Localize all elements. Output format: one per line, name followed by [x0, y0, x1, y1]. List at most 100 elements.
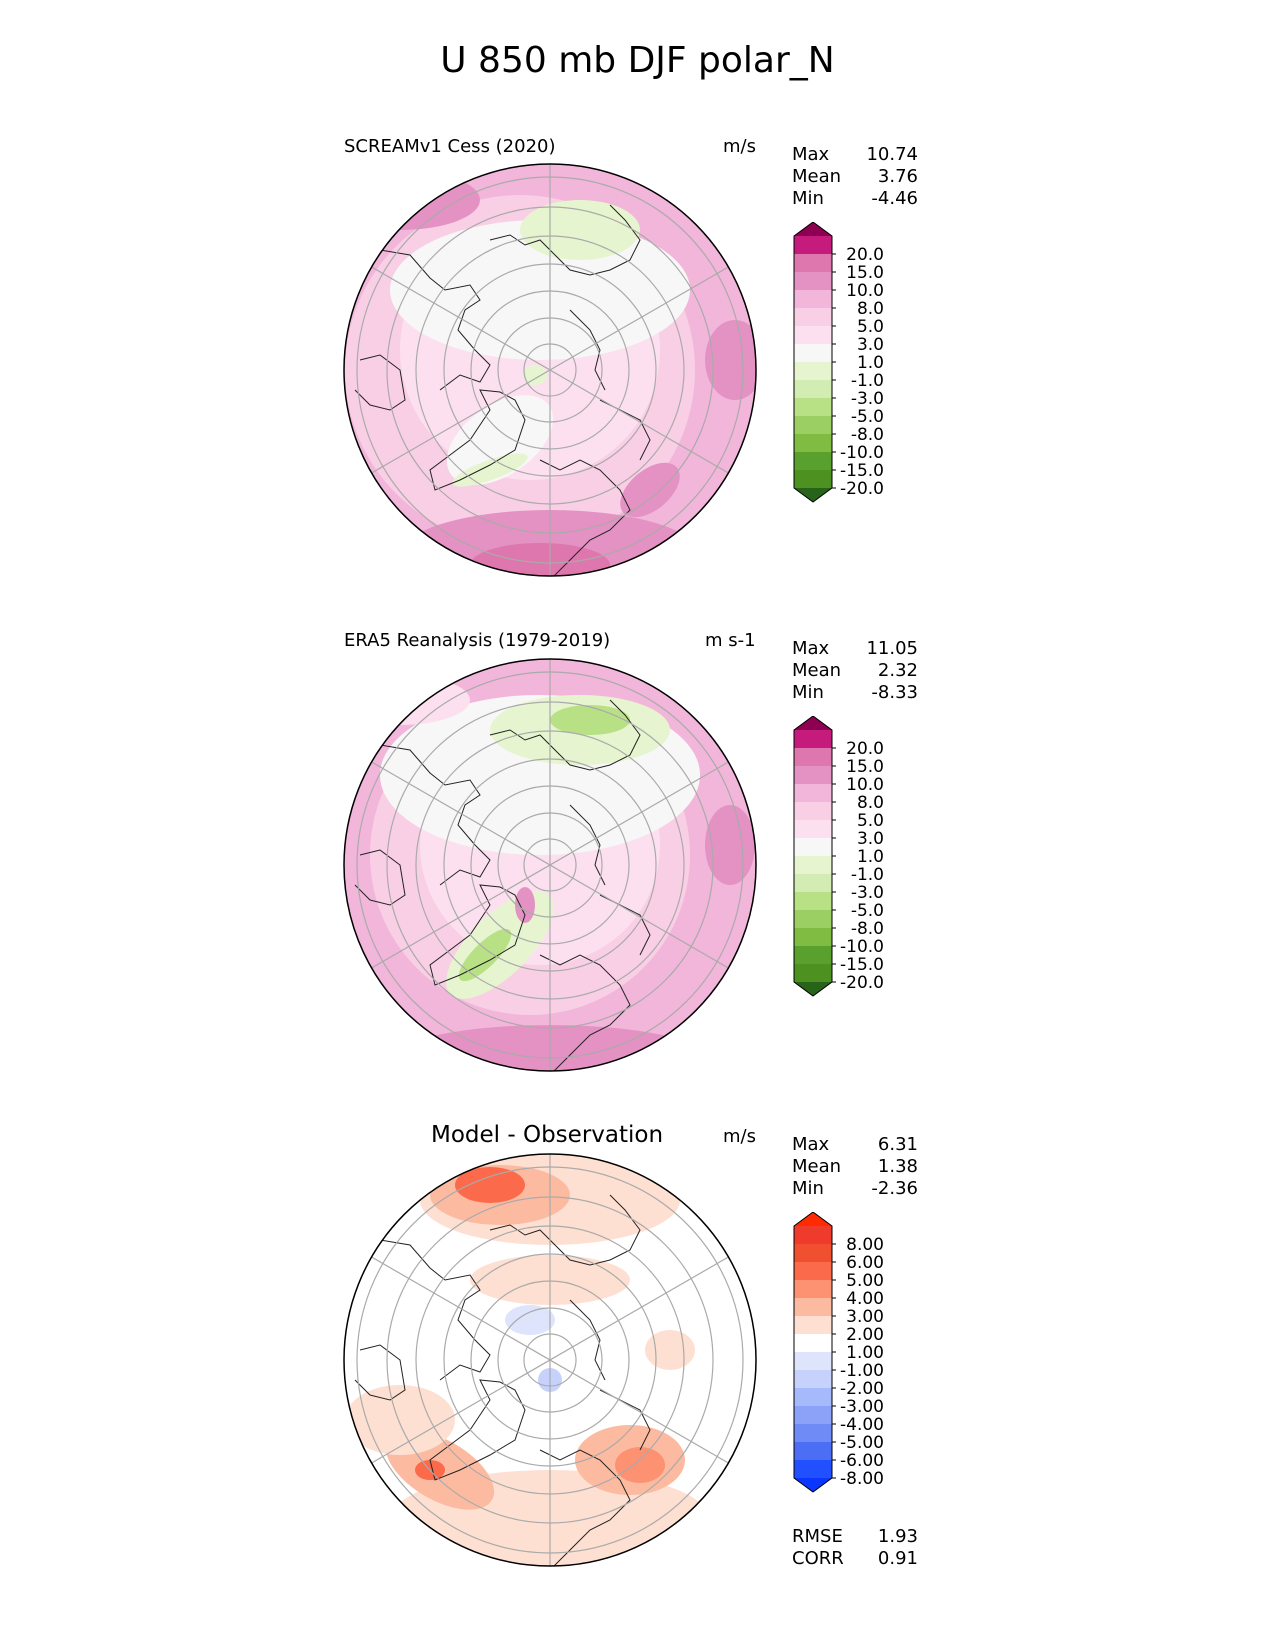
field-region: [523, 365, 547, 385]
coastline: [489, 204, 641, 276]
coastline: [539, 954, 631, 1071]
stat-label: Max: [792, 144, 830, 165]
colorbar-segment: [794, 1352, 832, 1371]
colorbar-tick-label: 2.00: [846, 1325, 884, 1345]
panel-3-map: [343, 1153, 757, 1567]
colorbar-segment: [794, 784, 832, 803]
colorbar-segment: [794, 1424, 832, 1443]
colorbar-segment: [794, 362, 832, 381]
colorbar-segment: [794, 1460, 832, 1479]
colorbar-tick-label: 1.0: [857, 353, 884, 373]
map-boundary: [343, 658, 757, 1072]
coastline: [489, 699, 641, 771]
panel-1-title: SCREAMv1 Cess (2020): [344, 136, 556, 157]
field-region: [345, 1385, 455, 1455]
colorbar-extend-max: [794, 1212, 832, 1226]
colorbar-segment: [794, 802, 832, 821]
colorbar-extend-min: [794, 982, 832, 996]
panel-3-stats: Max 6.31 Mean 1.38 Min -2.36: [792, 1134, 918, 1200]
field-region: [505, 1305, 555, 1335]
panel-2-units: m s-1: [705, 630, 756, 651]
colorbar-tick-label: -3.0: [851, 389, 884, 409]
field-region: [458, 928, 512, 982]
graticule: [356, 164, 744, 576]
colorbar-segment: [794, 308, 832, 327]
stat-value: 11.05: [866, 638, 918, 659]
panel-2-stats: Max 11.05 Mean 2.32 Min -8.33: [792, 638, 918, 704]
colorbar-tick-label: -15.0: [840, 461, 884, 481]
coastline: [359, 1239, 491, 1381]
colorbar-tick-label: -3.0: [851, 883, 884, 903]
colorbar-tick-label: 3.0: [857, 829, 884, 849]
meridian: [371, 1256, 729, 1464]
colorbar-tick-label: -1.0: [851, 371, 884, 391]
colorbar-segment: [794, 748, 832, 767]
colorbar-tick-label: 3.0: [857, 335, 884, 355]
colorbar-extend-min: [794, 1478, 832, 1492]
graticule: [356, 659, 744, 1071]
colorbar-extend-max: [794, 716, 832, 730]
coastline: [354, 1344, 406, 1401]
colorbar-segment: [794, 416, 832, 435]
colorbar-segment: [794, 730, 832, 749]
field-region: [520, 200, 640, 260]
colorbar-tick-label: 1.0: [857, 847, 884, 867]
coastline: [354, 849, 406, 906]
colorbar-segment: [794, 326, 832, 345]
stat-label: Mean: [792, 660, 842, 681]
field-region: [515, 887, 535, 923]
coastline: [569, 1299, 606, 1381]
colorbar-segment: [794, 1316, 832, 1335]
map-boundary: [343, 1153, 757, 1567]
colorbar-tick-label: 4.00: [846, 1289, 884, 1309]
coastline: [569, 804, 606, 886]
panel-1-colorbar: 20.015.010.08.05.03.01.0-1.0-3.0-5.0-8.0…: [793, 222, 884, 503]
coastline: [489, 1194, 641, 1266]
colorbar-tick-label: -2.00: [840, 1379, 884, 1399]
field-region: [446, 395, 554, 485]
field-region: [615, 1447, 665, 1483]
stat-value: -2.36: [871, 1178, 918, 1199]
colorbar-segment: [794, 1244, 832, 1263]
panel-3-title: Model - Observation: [431, 1122, 664, 1148]
colorbar-segment: [794, 272, 832, 291]
panel-3-colorbar: 8.006.005.004.003.002.001.00-1.00-2.00-3…: [793, 1212, 884, 1493]
coastline: [359, 744, 491, 886]
metric-value: 1.93: [877, 1526, 918, 1547]
colorbar-tick-label: 8.00: [846, 1235, 884, 1255]
colorbar-tick-label: -20.0: [840, 479, 884, 499]
colorbar-segment: [794, 1262, 832, 1281]
colorbar-segment: [794, 838, 832, 857]
colorbar-tick-label: 20.0: [846, 245, 884, 265]
colorbar-segment: [794, 964, 832, 983]
colorbar-tick-label: -8.0: [851, 425, 884, 445]
colorbar-segment: [794, 470, 832, 489]
coastline: [359, 249, 491, 391]
stat-value: 2.32: [877, 660, 918, 681]
colorbar-tick-label: 3.00: [846, 1307, 884, 1327]
colorbar-segment: [794, 398, 832, 417]
colorbar-tick-label: -4.00: [840, 1415, 884, 1435]
colorbar-tick-label: 6.00: [846, 1253, 884, 1273]
stat-value: 3.76: [877, 166, 918, 187]
colorbar-tick-label: -3.00: [840, 1397, 884, 1417]
colorbar-segment: [794, 1442, 832, 1461]
colorbar-segment: [794, 344, 832, 363]
metric-value: 0.91: [877, 1548, 918, 1569]
colorbar-tick-label: -5.0: [851, 407, 884, 427]
colorbar-segment: [794, 1334, 832, 1353]
field-region: [470, 543, 610, 576]
metric-label: RMSE: [792, 1526, 843, 1547]
colorbar-segment: [794, 766, 832, 785]
colorbar-tick-label: -1.0: [851, 865, 884, 885]
colorbar-tick-label: 15.0: [846, 757, 884, 777]
panel-2-map: [343, 658, 757, 1072]
stat-label: Mean: [792, 1156, 842, 1177]
colorbar-tick-label: -5.00: [840, 1433, 884, 1453]
map-boundary: [343, 163, 757, 577]
colorbar-segment: [794, 856, 832, 875]
colorbar-tick-label: 8.0: [857, 793, 884, 813]
colorbar-segment: [794, 1406, 832, 1425]
stat-label: Max: [792, 638, 830, 659]
colorbar-segment: [794, 1280, 832, 1299]
